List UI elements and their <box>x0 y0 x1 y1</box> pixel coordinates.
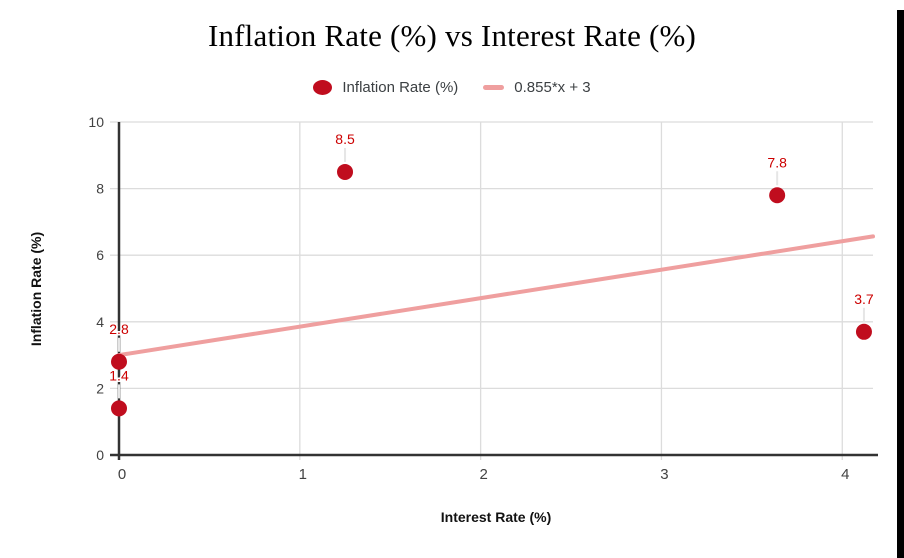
y-tick-label: 2 <box>96 380 104 396</box>
legend-series-label: Inflation Rate (%) <box>342 78 459 96</box>
trendline <box>117 234 875 358</box>
point-label: 2.8 <box>109 321 129 337</box>
series-dot-icon <box>313 79 333 95</box>
data-point <box>769 187 786 204</box>
legend-item-series: Inflation Rate (%) <box>313 79 458 96</box>
legend: Inflation Rate (%) 0.855*x + 3 <box>0 76 904 98</box>
data-point <box>855 323 872 340</box>
y-tick-label: 4 <box>96 314 104 330</box>
point-label: 1.4 <box>109 367 129 383</box>
x-tick-label: 4 <box>841 466 849 483</box>
y-tick-label: 0 <box>96 447 104 463</box>
window-edge-strip <box>897 10 904 558</box>
y-axis-title: Inflation Rate (%) <box>28 231 44 347</box>
data-point <box>111 353 127 370</box>
y-tick-label: 10 <box>88 114 104 130</box>
x-tick-label: 1 <box>299 466 307 483</box>
y-tick-label: 8 <box>96 181 104 197</box>
x-tick-label: 2 <box>479 466 487 483</box>
legend-item-trendline: 0.855*x + 3 <box>483 78 591 96</box>
point-label: 8.5 <box>335 131 355 147</box>
data-point <box>111 400 127 417</box>
chart-title: Inflation Rate (%) vs Interest Rate (%) <box>207 18 697 53</box>
point-label: 7.8 <box>767 154 787 170</box>
x-tick-label: 3 <box>660 466 668 483</box>
trendline-dash-icon <box>483 84 505 90</box>
y-tick-label: 6 <box>96 247 104 263</box>
x-tick-label: 0 <box>118 466 126 483</box>
x-axis-title: Interest Rate (%) <box>440 509 552 525</box>
data-point <box>337 163 354 180</box>
legend-trendline-label: 0.855*x + 3 <box>514 78 591 96</box>
point-label: 3.7 <box>854 291 874 307</box>
